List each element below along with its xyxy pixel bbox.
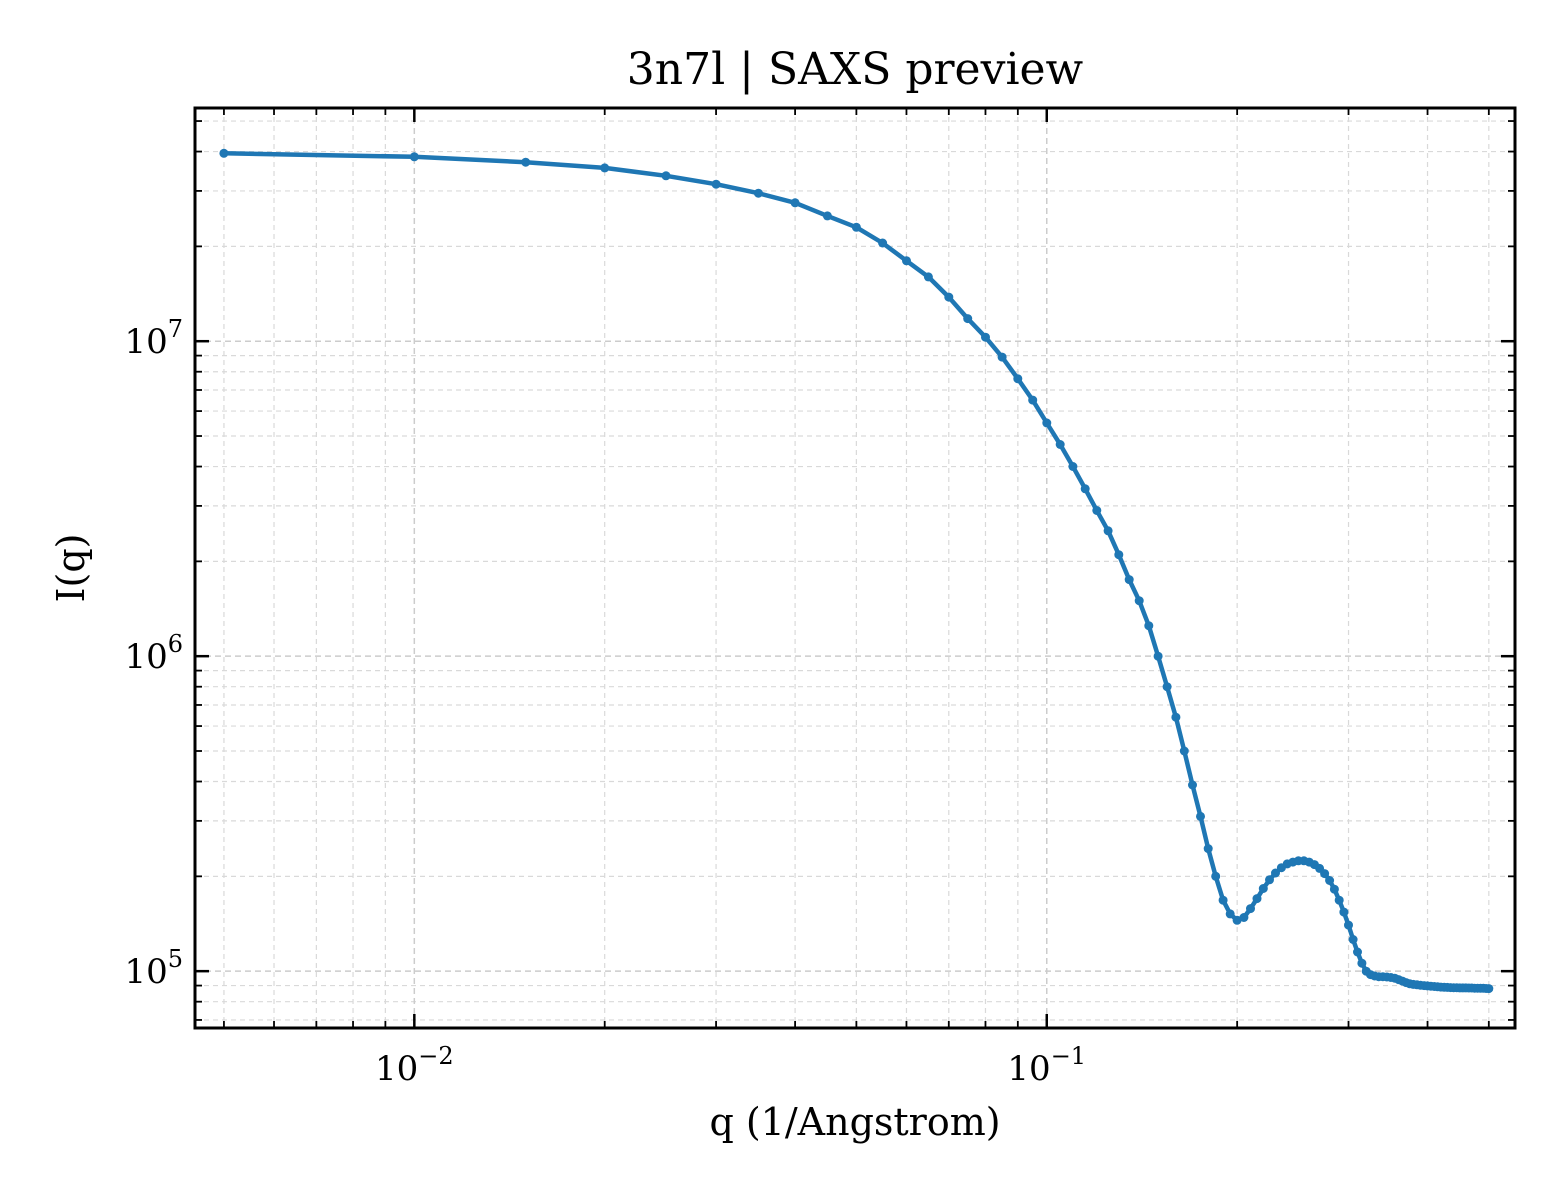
axis-ticks: 10−2 10−1 105 106 107 — [124, 108, 1515, 1089]
y-axis-label: I(q) — [49, 534, 93, 603]
data-point — [1265, 875, 1274, 885]
data-point — [1114, 550, 1124, 560]
data-point — [1013, 374, 1023, 384]
data-point — [1218, 895, 1228, 905]
data-point — [790, 198, 800, 208]
data-point — [1203, 844, 1213, 854]
data-point — [1103, 526, 1113, 536]
x-tick-label: 10−1 — [1007, 1042, 1086, 1089]
data-point — [1348, 935, 1358, 944]
data-point — [1225, 909, 1235, 919]
data-point — [1080, 484, 1090, 494]
data-point — [1196, 811, 1205, 821]
data-point — [1162, 682, 1172, 692]
data-point — [1353, 947, 1362, 957]
data-point — [1246, 904, 1255, 914]
y-tick-label: 105 — [124, 945, 183, 992]
data-point — [1484, 984, 1494, 994]
plot-area — [219, 148, 1494, 994]
data-point — [1042, 418, 1052, 428]
data-point — [1320, 869, 1330, 879]
data-point — [409, 152, 419, 162]
data-point — [997, 352, 1007, 362]
grid — [195, 108, 1515, 1028]
data-point — [1144, 621, 1154, 631]
data-point — [521, 157, 531, 167]
data-point — [1171, 712, 1181, 722]
data-point — [1325, 876, 1335, 885]
data-point — [902, 256, 911, 266]
data-point — [1357, 958, 1367, 968]
data-point — [661, 171, 671, 181]
x-axis-label: q (1/Angstrom) — [709, 1100, 1000, 1144]
data-point — [1055, 440, 1065, 449]
data-point — [851, 222, 861, 232]
data-point — [1179, 746, 1189, 756]
data-point — [1334, 895, 1344, 905]
data-point — [981, 332, 990, 342]
data-point — [923, 272, 933, 282]
data-point — [219, 148, 229, 158]
data-point — [1124, 575, 1134, 585]
data-point — [1258, 884, 1268, 893]
data-point — [1329, 884, 1339, 894]
data-point — [1211, 871, 1221, 881]
data-point — [1028, 395, 1038, 405]
data-point — [600, 163, 610, 173]
data-point — [1092, 506, 1102, 515]
data-point — [1134, 596, 1144, 606]
chart-title: 3n7l | SAXS preview — [627, 44, 1084, 95]
data-point — [1232, 915, 1242, 925]
x-tick-label: 10−2 — [375, 1042, 454, 1089]
data-point — [1153, 651, 1163, 661]
y-tick-label: 106 — [124, 630, 183, 677]
data-point — [753, 188, 763, 198]
y-tick-label: 107 — [124, 315, 183, 362]
data-point — [1344, 920, 1353, 930]
data-point — [822, 211, 832, 221]
data-point — [878, 238, 888, 248]
data-point — [963, 314, 973, 324]
data-point — [1339, 907, 1349, 917]
data-point — [944, 292, 954, 302]
data-point — [1252, 894, 1262, 904]
data-point — [711, 179, 721, 189]
data-point — [1188, 780, 1197, 790]
data-point — [1239, 913, 1249, 922]
data-point — [1068, 462, 1078, 471]
data-point — [1271, 868, 1280, 878]
plot-frame — [193, 106, 1517, 1030]
